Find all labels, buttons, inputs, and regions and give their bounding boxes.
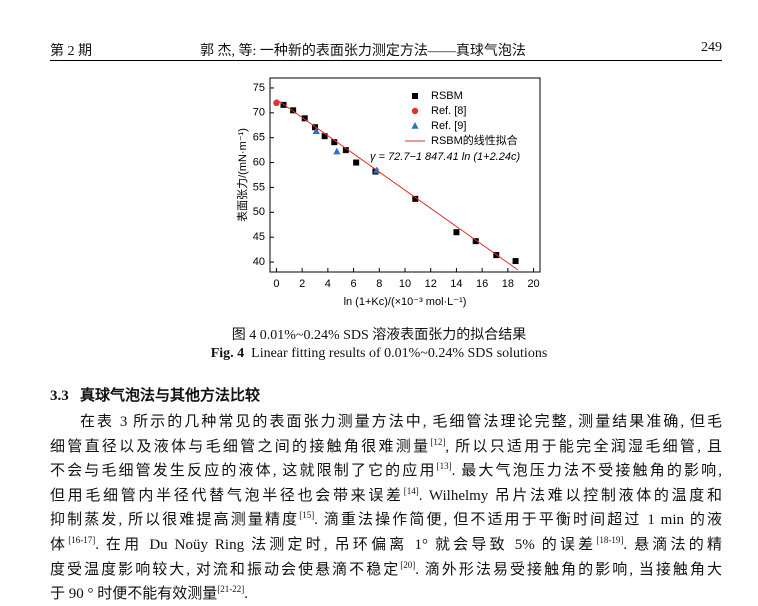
- x-tick-label: 12: [425, 278, 437, 290]
- x-tick-label: 18: [502, 278, 514, 290]
- y-tick-label: 45: [253, 231, 265, 243]
- x-tick-label: 2: [299, 278, 305, 290]
- x-tick-label: 20: [527, 278, 539, 290]
- text-line: 度受温度影响较大, 对流和振动会使悬滴不稳定[20]. 滴外形法易受接触角的影响…: [50, 558, 722, 583]
- y-tick-label: 50: [253, 206, 265, 218]
- caption-label: Fig. 4: [210, 346, 245, 361]
- text-line: 但用毛细管内半径代替气泡半径也会带来误差[14]. Wilhelmy 吊片法难以…: [50, 484, 722, 509]
- caption-en: Fig. 4 Linear fitting results of 0.01%~0…: [0, 346, 758, 362]
- text-run: 抑制蒸发, 所以很难提高测量精度: [50, 512, 300, 529]
- legend-label: Ref. [8]: [431, 105, 466, 117]
- point: [290, 107, 297, 114]
- legend-marker: [412, 93, 418, 99]
- x-tick-label: 0: [273, 278, 279, 290]
- point: [472, 238, 479, 245]
- x-tick-label: 10: [399, 278, 411, 290]
- citation: [18-19]: [596, 534, 624, 545]
- x-tick-label: 14: [450, 278, 462, 290]
- text-run: 于 90 ° 时便不能有效测量: [50, 586, 218, 603]
- x-axis-label: ln (1+Kc)/(×10⁻³ mol·L⁻¹): [344, 296, 467, 308]
- text-run: . 在用 Du Noüy Ring 法测定时, 吊环偏离 1° 就会导致 5% …: [95, 536, 597, 553]
- citation: [20]: [400, 559, 416, 570]
- y-axis-label: 表面张力/(mN·m⁻¹): [235, 128, 249, 222]
- point: [353, 159, 360, 166]
- y-tick-label: 75: [253, 82, 265, 94]
- text-run: , 所以只适用于能完全润湿毛细管, 且: [445, 438, 722, 455]
- paragraph: 在表 3 所示的几种常见的表面张力测量方法中, 毛细管法理论完整, 测量结果准确…: [50, 410, 722, 606]
- legend-marker: [411, 107, 419, 115]
- point: [312, 124, 318, 131]
- text-line: 不会与毛细管发生反应的液体, 这就限制了它的应用[13]. 最大气泡压力法不受接…: [50, 459, 722, 484]
- text-run: . 悬滴法的精: [623, 536, 722, 553]
- section-heading: 3.3 真球气泡法与其他方法比较: [50, 384, 260, 405]
- y-tick-label: 40: [253, 256, 265, 268]
- fit-line: [276, 98, 519, 271]
- point: [512, 258, 519, 265]
- point: [331, 139, 338, 146]
- citation: [13]: [436, 461, 452, 472]
- running-title: 郭 杰, 等: 一种新的表面张力测定方法——真球气泡法: [200, 44, 526, 59]
- y-tick-label: 65: [253, 132, 265, 144]
- legend-label: Ref. [9]: [431, 120, 466, 132]
- x-tick-label: 8: [376, 278, 382, 290]
- caption-text: Linear fitting results of 0.01%~0.24% SD…: [251, 346, 548, 361]
- text-run: . Wilhelmy 吊片法难以控制液体的温度和: [418, 487, 722, 504]
- point: [321, 133, 328, 140]
- plot-frame: [269, 77, 541, 273]
- text-line: 在表 3 所示的几种常见的表面张力测量方法中, 毛细管法理论完整, 测量结果准确…: [50, 410, 722, 435]
- text-run: 体: [50, 536, 69, 553]
- text-run: . 滴重法操作简便, 但不适用于平衡时间超过 1 min 的液: [314, 512, 722, 529]
- point: [412, 195, 419, 202]
- point: [312, 127, 320, 135]
- text-run: 在表 3 所示的几种常见的表面张力测量方法中, 毛细管法理论完整, 测量结果准确…: [80, 414, 722, 430]
- point: [333, 147, 341, 155]
- point: [453, 229, 460, 236]
- text-line: 抑制蒸发, 所以很难提高测量精度[15]. 滴重法操作简便, 但不适用于平衡时间…: [50, 508, 722, 533]
- page-number: 249: [701, 40, 722, 55]
- point: [301, 115, 308, 122]
- citation: [15]: [299, 510, 315, 521]
- section-title: 真球气泡法与其他方法比较: [80, 388, 261, 404]
- caption-zh: 图 4 0.01%~0.24% SDS 溶液表面张力的拟合结果: [231, 328, 527, 343]
- point: [342, 147, 349, 154]
- text-run: . 滴外形法易受接触角的影响, 当接触角大: [415, 561, 722, 578]
- y-tick-label: 55: [253, 181, 265, 193]
- text-run: .: [244, 586, 248, 603]
- text-run: 但用毛细管内半径代替气泡半径也会带来误差: [50, 487, 404, 504]
- annotation: γ = 72.7−1 847.41 ln (1+2.24c): [370, 151, 520, 163]
- citation: [21-22]: [217, 584, 245, 595]
- text-run: . 最大气泡压力法不受接触角的影响,: [451, 463, 722, 480]
- text-line: 体[16-17]. 在用 Du Noüy Ring 法测定时, 吊环偏离 1° …: [50, 533, 722, 558]
- issue: 第 2 期: [50, 44, 92, 59]
- section-number: 3.3: [50, 388, 69, 404]
- citation: [12]: [430, 436, 446, 447]
- y-tick-label: 70: [253, 107, 265, 119]
- text-run: 不会与毛细管发生反应的液体, 这就限制了它的应用: [50, 463, 437, 480]
- citation: [16-17]: [68, 534, 96, 545]
- citation: [14]: [403, 485, 419, 496]
- text-run: 度受温度影响较大, 对流和振动会使悬滴不稳定: [50, 561, 401, 578]
- x-tick-label: 16: [476, 278, 488, 290]
- y-tick-label: 60: [253, 156, 265, 168]
- x-tick-label: 4: [325, 278, 331, 290]
- point: [273, 99, 280, 107]
- legend-label: RSBM的线性拟合: [431, 133, 518, 147]
- text-line: 于 90 ° 时便不能有效测量[21-22].: [50, 582, 722, 606]
- legend-label: RSBM: [431, 90, 463, 102]
- text-line: 细管直径以及液体与毛细管之间的接触角很难测量[12], 所以只适用于能完全润湿毛…: [50, 435, 722, 460]
- legend-marker: [411, 122, 419, 129]
- x-tick-label: 6: [351, 278, 357, 290]
- running-header: 第 2 期 郭 杰, 等: 一种新的表面张力测定方法——真球气泡法 249: [50, 38, 722, 61]
- chart: 表面张力/(mN·m⁻¹) ln (1+Kc)/(×10⁻³ mol·L⁻¹) …: [235, 77, 541, 308]
- text-run: 细管直径以及液体与毛细管之间的接触角很难测量: [50, 438, 431, 455]
